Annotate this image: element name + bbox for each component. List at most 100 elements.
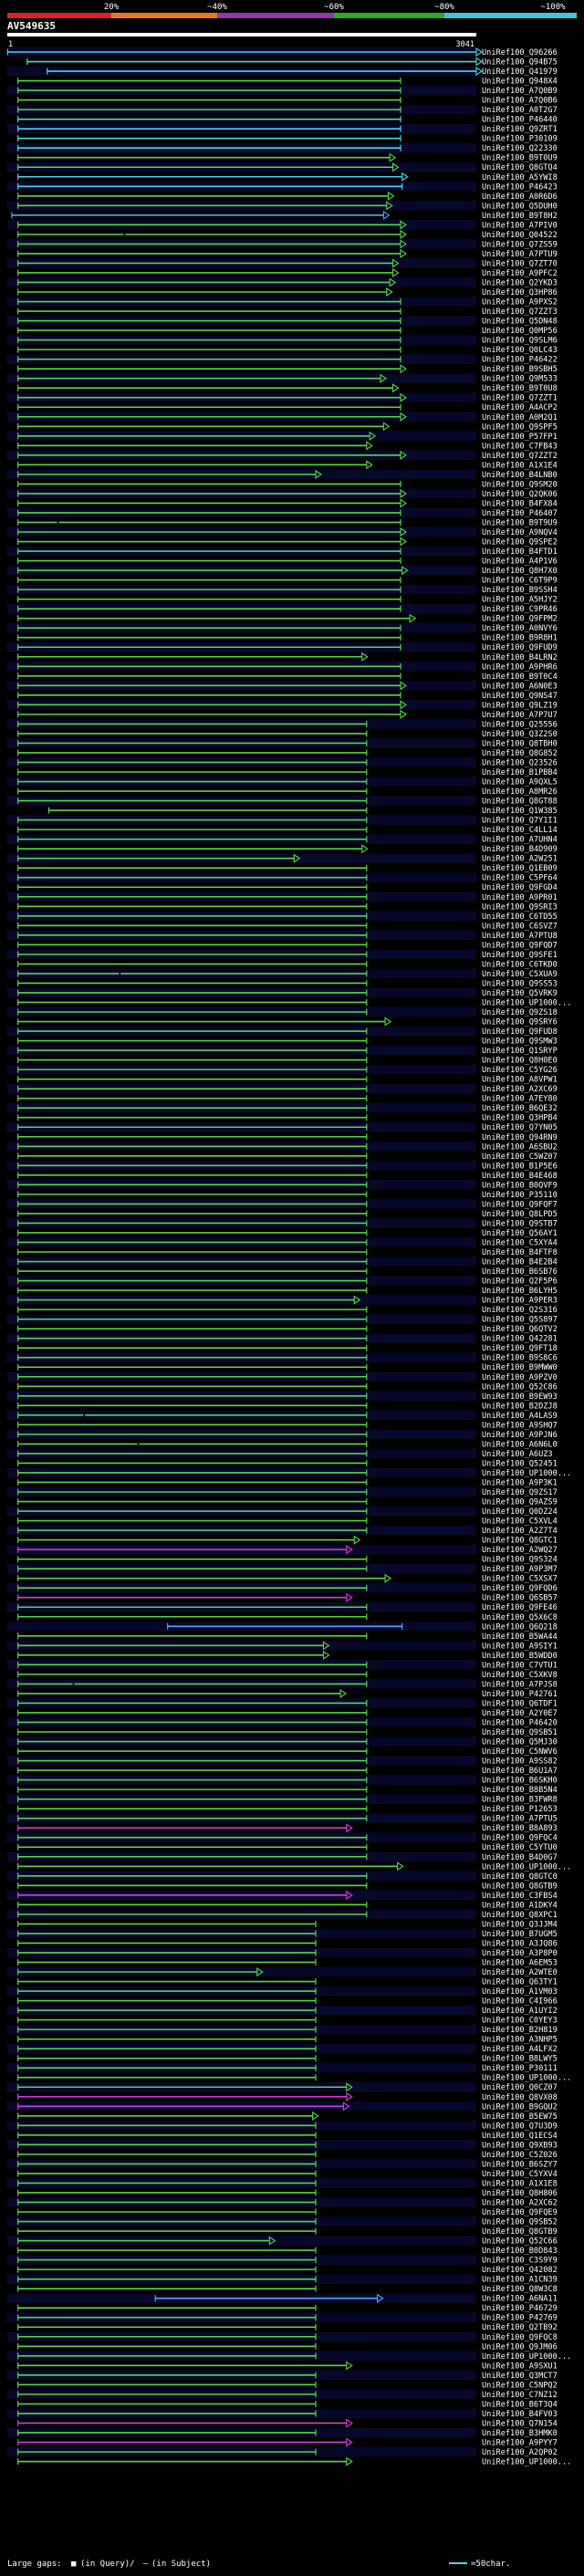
hit-label[interactable]: UniRef100_Q9ZRT1 [482, 125, 558, 134]
hit-label[interactable]: UniRef100_Q9SB52 [482, 2218, 558, 2227]
hit-row[interactable]: UniRef100_Q9SRY6 [17, 1017, 558, 1027]
hit-row[interactable]: UniRef100_Q0DZ24 [17, 1507, 558, 1517]
hit-label[interactable]: UniRef100_Q0MP56 [482, 327, 558, 336]
hit-label[interactable]: UniRef100_Q9S324 [482, 1556, 558, 1565]
hit-label[interactable]: UniRef100_A7PTU9 [482, 250, 558, 259]
hit-label[interactable]: UniRef100_Q0CZ07 [482, 2083, 558, 2092]
hit-label[interactable]: UniRef100_P35110 [482, 1191, 558, 1200]
hit-label[interactable]: UniRef100_C4LL14 [482, 826, 558, 835]
hit-label[interactable]: UniRef100_A2XC62 [482, 2198, 558, 2207]
hit-label[interactable]: UniRef100_A9PYY7 [482, 2438, 558, 2447]
hit-label[interactable]: UniRef100_A6SBU2 [482, 1142, 558, 1152]
hit-label[interactable]: UniRef100_Q9SPF5 [482, 422, 558, 432]
hit-label[interactable]: UniRef100_P57FP1 [482, 433, 558, 442]
hit-label[interactable]: UniRef100_Q8GTC1 [482, 1537, 558, 1546]
hit-row[interactable]: UniRef100_Q8GTB9 [17, 1882, 558, 1891]
hit-row[interactable]: UniRef100_Q3HP86 [17, 287, 558, 297]
hit-row[interactable]: UniRef100_Q7N154 [17, 2418, 558, 2428]
hit-label[interactable]: UniRef100_UP1000... [482, 2352, 571, 2362]
hit-label[interactable]: UniRef100_A3NHP5 [482, 2036, 558, 2045]
hit-row[interactable]: UniRef100_A6N6L0 [17, 1440, 558, 1449]
hit-row[interactable]: UniRef100_B2DZJ8 [17, 1402, 558, 1411]
hit-label[interactable]: UniRef100_Q9FGD4 [482, 883, 558, 892]
hit-row[interactable]: UniRef100_Q9FQD6 [17, 1584, 558, 1593]
hit-row[interactable]: UniRef100_Q3HPB4 [17, 1114, 558, 1123]
hit-row[interactable]: UniRef100_Q8GTB9 [17, 2227, 558, 2237]
hit-label[interactable]: UniRef100_A7Q0B9 [482, 87, 558, 96]
hit-label[interactable]: UniRef100_Q5VRK9 [482, 989, 558, 998]
hit-label[interactable]: UniRef100_Q6QTV2 [482, 1325, 558, 1334]
hit-label[interactable]: UniRef100_B4FTD1 [482, 548, 558, 557]
hit-label[interactable]: UniRef100_A2QP02 [482, 2448, 558, 2457]
hit-label[interactable]: UniRef100_A7UHN4 [482, 836, 558, 845]
hit-row[interactable]: UniRef100_B1PBB4 [17, 768, 558, 777]
hit-row[interactable]: UniRef100_B8B5N4 [17, 1786, 558, 1795]
hit-label[interactable]: UniRef100_Q5MJ30 [482, 1738, 558, 1747]
hit-row[interactable]: UniRef100_Q42281 [17, 1335, 558, 1344]
hit-label[interactable]: UniRef100_Q52451 [482, 1459, 558, 1468]
hit-label[interactable]: UniRef100_C6TD55 [482, 913, 558, 922]
hit-row[interactable]: UniRef100_Q1EB09 [17, 864, 558, 873]
hit-label[interactable]: UniRef100_UP1000... [482, 998, 571, 1007]
hit-row[interactable]: UniRef100_C5XKV8 [17, 1671, 558, 1680]
hit-row[interactable]: UniRef100_C5XYA4 [17, 1238, 558, 1247]
hit-label[interactable]: UniRef100_A9SS82 [482, 1757, 558, 1767]
hit-row[interactable]: UniRef100_B5WA44 [17, 1632, 558, 1642]
hit-label[interactable]: UniRef100_A7PTU5 [482, 1815, 558, 1824]
hit-row[interactable]: UniRef100_B8LWY5 [17, 2055, 558, 2064]
hit-label[interactable]: UniRef100_C6SVZ7 [482, 922, 558, 931]
hit-label[interactable]: UniRef100_B9T0U9 [482, 154, 558, 163]
hit-label[interactable]: UniRef100_Q9SPE2 [482, 538, 558, 548]
hit-label[interactable]: UniRef100_B6U1A7 [482, 1767, 558, 1776]
hit-label[interactable]: UniRef100_Q22330 [482, 144, 558, 153]
hit-label[interactable]: UniRef100_B5WA44 [482, 1632, 558, 1642]
hit-label[interactable]: UniRef100_A4LFX2 [482, 2045, 558, 2054]
hit-row[interactable]: UniRef100_Q25556 [17, 720, 558, 729]
hit-label[interactable]: UniRef100_B4E2B4 [482, 1258, 558, 1267]
hit-label[interactable]: UniRef100_Q0DZ24 [482, 1507, 558, 1517]
hit-row[interactable]: UniRef100_B9EW93 [17, 1392, 558, 1402]
hit-label[interactable]: UniRef100_Q9STB7 [482, 1219, 558, 1228]
hit-label[interactable]: UniRef100_Q6TDF1 [482, 1699, 558, 1708]
hit-label[interactable]: UniRef100_P30109 [482, 135, 558, 144]
hit-label[interactable]: UniRef100_B4FTF8 [482, 1248, 558, 1257]
hit-label[interactable]: UniRef100_P46407 [482, 509, 558, 518]
hit-label[interactable]: UniRef100_A6NA11 [482, 2295, 558, 2304]
hit-label[interactable]: UniRef100_A7PIV0 [482, 221, 558, 230]
hit-row[interactable]: UniRef100_B0QVF9 [17, 1181, 558, 1190]
hit-row[interactable]: UniRef100_Q9SB51 [17, 1728, 558, 1737]
hit-label[interactable]: UniRef100_B6T3Q4 [482, 2400, 558, 2409]
hit-row[interactable]: UniRef100_Q9FE46 [17, 1603, 558, 1612]
hit-label[interactable]: UniRef100_Q7ZZT2 [482, 452, 558, 461]
hit-row[interactable]: UniRef100_A1UYI2 [17, 2007, 558, 2016]
hit-row[interactable]: UniRef100_Q8VX08 [17, 2091, 558, 2102]
hit-row[interactable]: UniRef100_Q8GTC1 [17, 1535, 558, 1546]
hit-label[interactable]: UniRef100_Q7ZS59 [482, 240, 558, 249]
hit-row[interactable]: UniRef100_A9PHR6 [17, 662, 558, 672]
hit-label[interactable]: UniRef100_Q9SFE1 [482, 951, 558, 960]
hit-label[interactable]: UniRef100_Q7ZZT1 [482, 394, 558, 403]
hit-row[interactable]: UniRef100_A2XC62 [17, 2198, 558, 2207]
hit-row[interactable]: UniRef100_A8VPW1 [17, 1076, 558, 1085]
hit-label[interactable]: UniRef100_Q9FQE9 [482, 2208, 558, 2217]
hit-label[interactable]: UniRef100_B4LRN2 [482, 653, 558, 662]
hit-row[interactable]: UniRef100_C5YXV4 [17, 2170, 558, 2179]
hit-label[interactable]: UniRef100_C5XSX7 [482, 1575, 558, 1584]
hit-label[interactable]: UniRef100_C5PF64 [482, 874, 558, 883]
hit-row[interactable]: UniRef100_A9PJN6 [17, 1431, 558, 1440]
hit-row[interactable]: UniRef100_Q2YKD3 [17, 277, 558, 287]
hit-row[interactable]: UniRef100_C5XVL4 [17, 1517, 558, 1527]
hit-row[interactable]: UniRef100_A0NVY6 [17, 624, 558, 633]
hit-label[interactable]: UniRef100_A2Y0E7 [482, 1709, 558, 1718]
hit-row[interactable]: UniRef100_A9QXL5 [17, 778, 558, 787]
hit-label[interactable]: UniRef100_Q8H7X0 [482, 567, 558, 576]
hit-label[interactable]: UniRef100_B6QE32 [482, 1104, 558, 1113]
hit-label[interactable]: UniRef100_Q9JM06 [482, 2342, 558, 2352]
hit-row[interactable]: UniRef100_Q52C66 [17, 2236, 558, 2247]
hit-label[interactable]: UniRef100_B1PBB4 [482, 768, 558, 777]
hit-label[interactable]: UniRef100_Q25556 [482, 720, 558, 729]
hit-label[interactable]: UniRef100_Q04522 [482, 231, 558, 240]
hit-row[interactable]: UniRef100_Q2TB92 [17, 2323, 558, 2332]
hit-label[interactable]: UniRef100_Q7U3D9 [482, 2122, 558, 2131]
hit-row[interactable]: UniRef100_UP1000... [17, 2352, 572, 2362]
